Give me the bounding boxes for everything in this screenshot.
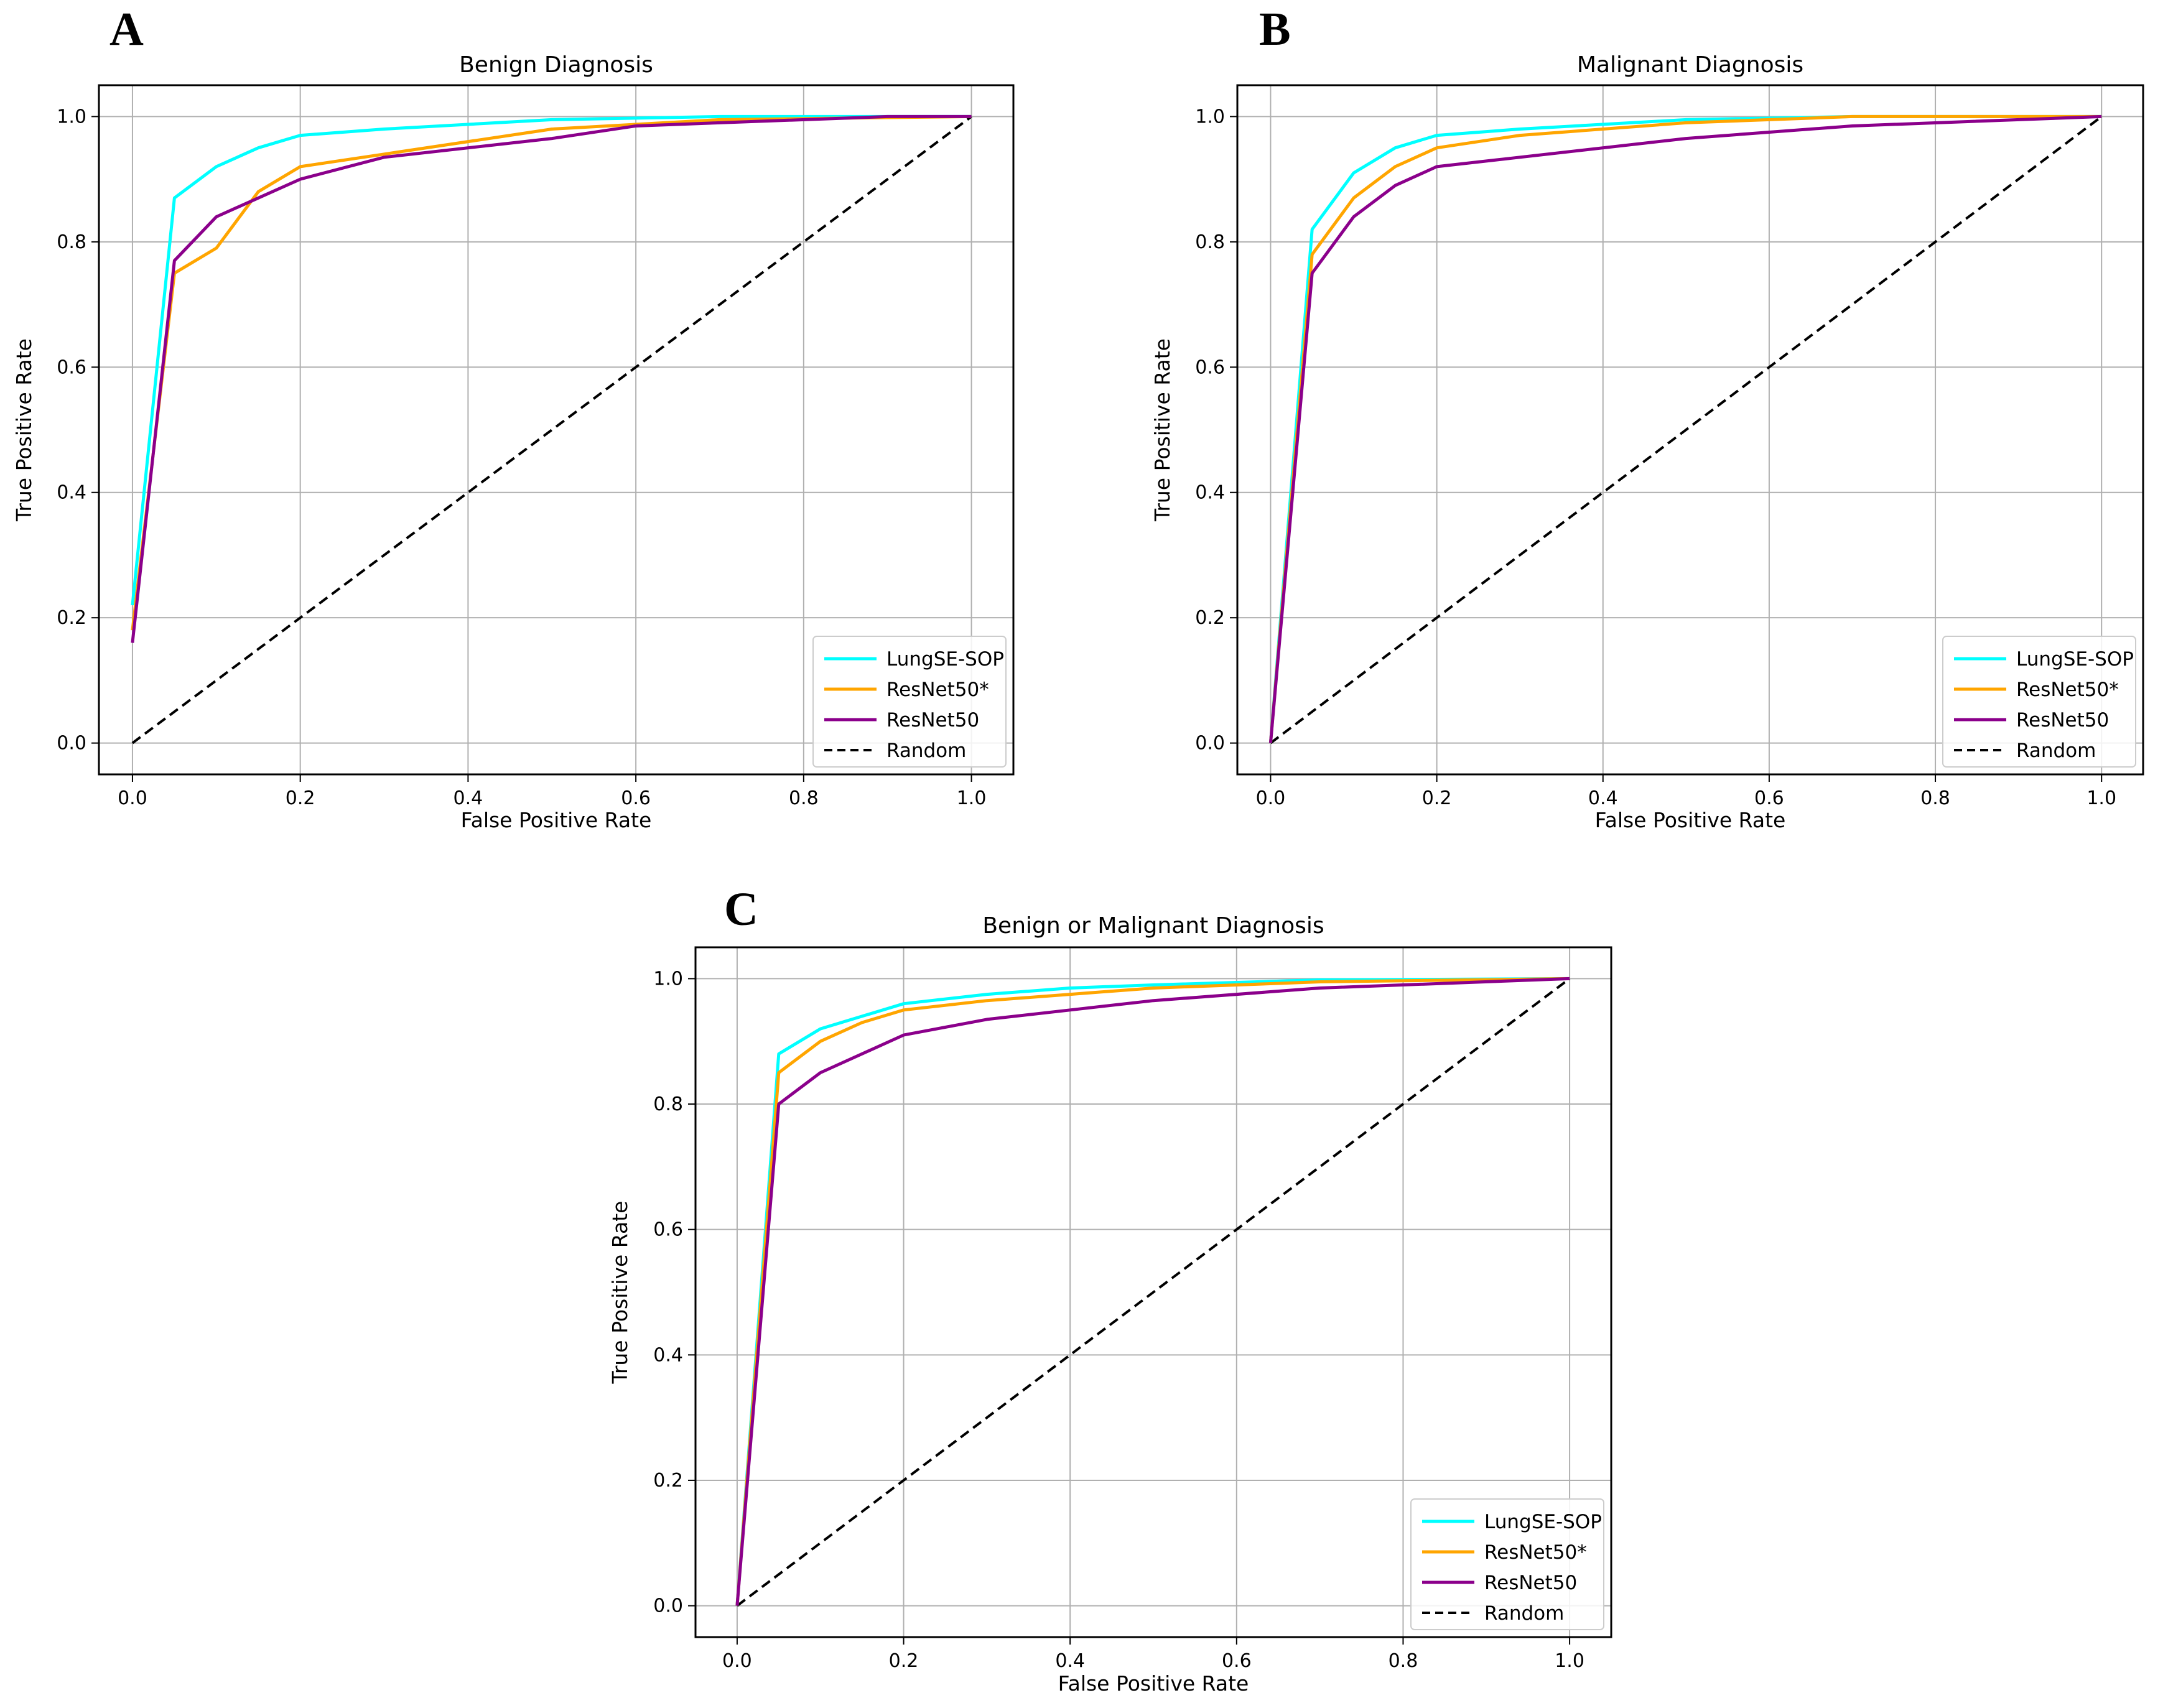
panel-letter: A <box>109 3 144 55</box>
legend-box <box>1410 1498 1604 1630</box>
legend-label-resnet50: ResNet50* <box>2016 679 2119 701</box>
series-line-lungse-sop <box>131 114 972 606</box>
grid <box>99 85 1013 774</box>
y-tick-label: 1.0 <box>1195 106 1225 128</box>
x-tick-label: 0.8 <box>1920 787 1950 809</box>
x-tick-label: 0.4 <box>1055 1650 1085 1672</box>
plot-frame <box>1236 84 2144 776</box>
x-tick-label: 0.6 <box>1222 1650 1252 1672</box>
x-tick-label: 0.0 <box>118 787 147 809</box>
legend-label-resnet50: ResNet50 <box>886 709 979 731</box>
y-tick-label: 0.4 <box>57 482 86 504</box>
y-tick-label: 0.0 <box>57 733 86 754</box>
grid <box>696 947 1611 1637</box>
y-tick-label: 0.8 <box>1195 231 1225 253</box>
series-line-resnet50 <box>1268 114 2102 743</box>
x-tick-label: 0.2 <box>286 787 315 809</box>
x-tick-label: 0.4 <box>454 787 483 809</box>
y-tick-label: 0.2 <box>1195 607 1225 629</box>
x-axis-label: False Positive Rate <box>1595 808 1786 832</box>
legend: LungSE-SOP ResNet50* ResNet50 Random <box>812 636 1007 768</box>
series-line-random <box>736 977 1571 1607</box>
legend-box <box>812 636 1007 768</box>
legend-label-random: Random <box>886 740 966 762</box>
series-line-resnet50 <box>131 114 972 631</box>
x-tick-label: 0.4 <box>1588 787 1618 809</box>
series-line-resnet50 <box>1268 114 2102 743</box>
series-line-resnet50 <box>735 977 1570 1606</box>
y-tick-label: 0.0 <box>1195 733 1225 754</box>
series-line-resnet50 <box>735 977 1570 1606</box>
y-tick-label: 0.6 <box>1195 356 1225 378</box>
y-axis-label: True Positive Rate <box>608 1201 632 1385</box>
chart-panel-b: B Malignant Diagnosis 0.0 0.2 0.4 0.6 0.8 1.0 0.… <box>1150 3 2144 832</box>
legend-label-resnet50: ResNet50 <box>1484 1572 1577 1594</box>
y-tick-label: 0.4 <box>653 1344 683 1366</box>
legend-label-lungse-sop: LungSE-SOP <box>2016 648 2134 671</box>
y-tick-label: 1.0 <box>57 106 86 128</box>
legend-label-resnet50: ResNet50* <box>1484 1541 1587 1564</box>
x-axis-label: False Positive Rate <box>461 808 652 832</box>
panel-letter: B <box>1259 3 1291 55</box>
chart-title: Malignant Diagnosis <box>1577 52 1803 78</box>
panel-letter: C <box>724 883 758 935</box>
x-tick-label: 0.8 <box>1389 1650 1418 1672</box>
y-tick-label: 0.4 <box>1195 482 1225 504</box>
x-tick-label: 0.0 <box>722 1650 752 1672</box>
plot-frame <box>694 946 1612 1638</box>
chart-panel-a: A Benign Diagnosis 0.0 0.2 0.4 0.6 0.8 1.0 0.0 0.… <box>12 3 1015 832</box>
x-tick-label: 1.0 <box>1555 1650 1584 1672</box>
series-line-lungse-sop <box>735 977 1570 1606</box>
y-tick-label: 0.8 <box>653 1093 683 1115</box>
chart-title: Benign Diagnosis <box>459 52 653 78</box>
y-tick-label: 1.0 <box>653 968 683 990</box>
y-axis-label: True Positive Rate <box>12 338 36 522</box>
x-tick-label: 1.0 <box>2087 787 2116 809</box>
y-tick-label: 0.2 <box>57 607 86 629</box>
x-tick-label: 0.0 <box>1256 787 1286 809</box>
legend-label-resnet50: ResNet50 <box>2016 709 2109 731</box>
legend-label-lungse-sop: LungSE-SOP <box>886 648 1004 671</box>
chart-panel-c: C Benign or Malignant Diagnosis 0.0 0.2 0.4 0… <box>608 883 1612 1696</box>
x-tick-label: 0.2 <box>889 1650 919 1672</box>
y-tick-label: 0.8 <box>57 231 86 253</box>
x-tick-label: 0.6 <box>1754 787 1784 809</box>
legend: LungSE-SOP ResNet50* ResNet50 Random <box>1410 1498 1604 1630</box>
x-tick-label: 1.0 <box>957 787 987 809</box>
legend-label-lungse-sop: LungSE-SOP <box>1484 1511 1602 1533</box>
legend-box <box>1942 636 2136 768</box>
legend-label-random: Random <box>1484 1602 1564 1625</box>
series-line-random <box>1270 115 2103 745</box>
x-axis-label: False Positive Rate <box>1058 1671 1249 1696</box>
y-tick-label: 0.0 <box>653 1595 683 1617</box>
x-tick-label: 0.8 <box>789 787 819 809</box>
legend-label-random: Random <box>2016 740 2096 762</box>
legend-label-resnet50: ResNet50* <box>886 679 989 701</box>
y-axis-label: True Positive Rate <box>1150 338 1175 522</box>
x-tick-label: 0.6 <box>621 787 651 809</box>
y-tick-label: 0.2 <box>653 1470 683 1492</box>
y-tick-label: 0.6 <box>57 356 86 378</box>
legend: LungSE-SOP ResNet50* ResNet50 Random <box>1942 636 2136 768</box>
series-line-random <box>131 115 972 745</box>
y-tick-label: 0.6 <box>653 1219 683 1241</box>
chart-title: Benign or Malignant Diagnosis <box>982 913 1324 939</box>
series-line-resnet50 <box>131 114 972 643</box>
plot-frame <box>98 84 1015 776</box>
x-tick-label: 0.2 <box>1422 787 1452 809</box>
